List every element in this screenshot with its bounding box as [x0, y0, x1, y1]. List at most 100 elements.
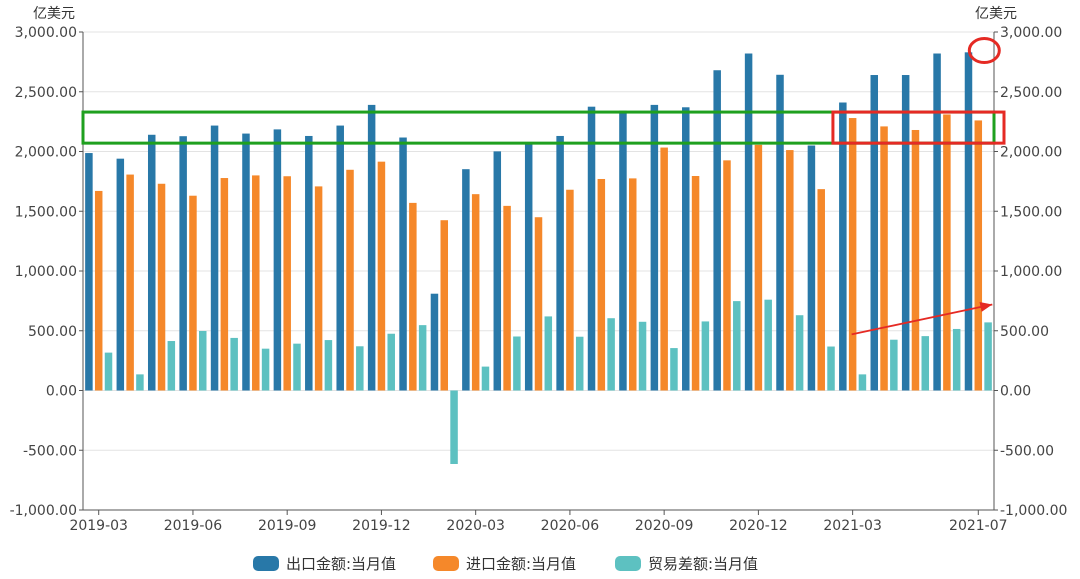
- legend-label-1: 出口金额:当月值: [286, 555, 396, 573]
- annotation-arrow-head: [979, 302, 993, 312]
- legend-label-2: 进口金额:当月值: [466, 555, 576, 573]
- bar-2-2020-12: [754, 144, 763, 391]
- right-tick-label: 1,500.00: [1000, 204, 1062, 220]
- bar-2-2020-04: [503, 205, 511, 391]
- bar-1-2019-05: [147, 134, 156, 391]
- bar-2-2021-07: [974, 120, 983, 391]
- bar-2-2020-10: [691, 175, 700, 391]
- bar-2-2019-10: [314, 186, 323, 391]
- x-tick-label: 2021-07: [949, 518, 1008, 534]
- bar-3-2020-12: [764, 299, 772, 391]
- bar-2-2021-02: [817, 189, 825, 391]
- bar-2-2019-11: [346, 169, 354, 391]
- bar-1-2020-09: [650, 104, 659, 391]
- left-tick-label: 1,500.00: [15, 204, 77, 220]
- bar-1-2020-08: [619, 110, 627, 391]
- bar-1-2019-06: [179, 136, 187, 391]
- bar-2-2021-04: [880, 126, 888, 391]
- bar-3-2021-04: [890, 339, 898, 391]
- bar-2-2020-01: [409, 202, 417, 391]
- legend-swatch-3: [615, 556, 641, 571]
- bar-2-2019-03: [94, 190, 103, 391]
- bar-1-2021-04: [870, 75, 879, 391]
- annotation-circle: [967, 37, 1001, 65]
- bar-1-2019-10: [305, 135, 313, 391]
- annotation-arrow-line: [851, 303, 993, 336]
- x-tick-label: 2019-06: [164, 518, 223, 534]
- bar-1-2021-06: [933, 53, 941, 391]
- bar-3-2021-02: [827, 346, 835, 391]
- bar-1-2020-10: [682, 107, 690, 391]
- bar-1-2020-03: [462, 169, 470, 391]
- bar-1-2019-08: [242, 133, 250, 391]
- left-tick-label: 3,000.00: [15, 25, 77, 41]
- bar-1-2019-07: [210, 125, 219, 391]
- x-tick-label: 2019-09: [258, 518, 317, 534]
- bar-3-2020-02: [450, 390, 458, 464]
- bar-2-2019-06: [189, 195, 197, 391]
- bar-1-2020-12: [744, 53, 753, 391]
- right-tick-label: 1,000.00: [1000, 264, 1062, 280]
- bar-3-2020-05: [544, 316, 553, 391]
- bar-2-2020-06: [566, 189, 574, 391]
- bar-1-2019-09: [273, 129, 282, 391]
- annotation-rectangle: [81, 110, 996, 145]
- right-tick-label: 0.00: [1000, 384, 1031, 400]
- x-tick-label: 2020-06: [541, 518, 600, 534]
- legend-label-3: 贸易差额:当月值: [648, 555, 758, 573]
- x-tick-label: 2021-03: [823, 518, 882, 534]
- x-tick-label: 2019-03: [69, 518, 128, 534]
- bar-2-2020-07: [597, 178, 606, 391]
- bar-2-2021-06: [943, 114, 951, 391]
- bar-2-2021-01: [786, 150, 794, 391]
- bar-3-2020-09: [670, 348, 678, 391]
- left-tick-label: -1,000.00: [10, 503, 77, 519]
- left-tick-label: 500.00: [28, 324, 77, 340]
- bar-2-2020-08: [628, 178, 637, 391]
- right-tick-label: 2,500.00: [1000, 85, 1062, 101]
- bar-3-2020-06: [575, 336, 584, 391]
- bar-3-2021-03: [858, 374, 867, 391]
- right-tick-label: 2,000.00: [1000, 145, 1062, 161]
- bar-3-2020-03: [481, 366, 490, 391]
- bar-3-2020-08: [638, 321, 647, 391]
- bar-1-2020-05: [524, 143, 533, 391]
- left-tick-label: -500.00: [23, 443, 77, 459]
- right-tick-label: -500.00: [1000, 443, 1054, 459]
- bar-1-2019-11: [336, 125, 344, 391]
- bars: [85, 52, 992, 464]
- bar-1-2019-04: [116, 158, 125, 391]
- bar-2-2019-04: [126, 174, 134, 391]
- bar-3-2020-01: [418, 325, 427, 391]
- bar-3-2019-06: [198, 330, 207, 391]
- bar-3-2019-05: [167, 341, 176, 391]
- bar-2-2020-02: [440, 220, 449, 391]
- bar-2-2021-05: [911, 129, 920, 391]
- left-tick-label: 2,500.00: [15, 85, 77, 101]
- bar-1-2019-12: [367, 104, 376, 391]
- right-axis-unit: 亿美元: [975, 6, 1017, 22]
- bar-3-2021-01: [795, 315, 804, 391]
- x-tick-label: 2020-09: [635, 518, 694, 534]
- bar-3-2020-10: [701, 321, 710, 391]
- right-axis-ticks: 3,000.00 2,500.00 2,000.00 1,500.00 1,000.00…: [993, 25, 1067, 519]
- bar-1-2021-03: [839, 102, 847, 391]
- bar-2-2020-11: [723, 160, 731, 391]
- annotations: [81, 37, 1006, 336]
- bar-3-2019-12: [387, 333, 395, 391]
- bar-3-2020-07: [607, 318, 615, 391]
- legend-swatch-1: [253, 556, 279, 571]
- legend: 出口金额:当月值 进口金额:当月值 贸易差额:当月值: [253, 555, 758, 573]
- left-tick-label: 1,000.00: [15, 264, 77, 280]
- bar-1-2021-01: [776, 74, 784, 391]
- annotation-rectangle: [831, 110, 1006, 145]
- right-tick-label: 500.00: [1000, 324, 1049, 340]
- x-axis: 2019-03 2019-06 2019-09 2019-12 2020-03 2020-…: [69, 509, 1008, 534]
- left-tick-label: 0.00: [46, 384, 77, 400]
- bar-3-2019-07: [230, 337, 238, 391]
- x-tick-label: 2019-12: [352, 518, 411, 534]
- bar-3-2019-08: [261, 348, 270, 391]
- bar-2-2019-07: [220, 178, 229, 391]
- x-tick-label: 2020-03: [446, 518, 505, 534]
